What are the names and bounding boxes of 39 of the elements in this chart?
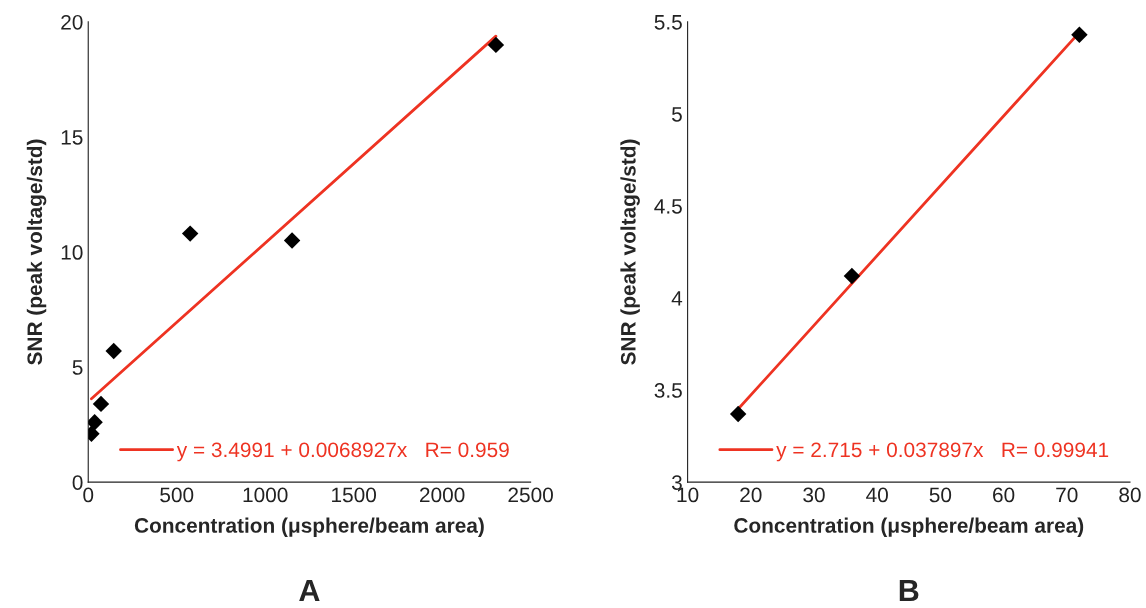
point xyxy=(283,232,301,249)
point xyxy=(729,405,747,423)
y-tick-label: 5 xyxy=(671,107,682,122)
y-axis-title: SNR (peak voltage/std) xyxy=(620,139,640,365)
y-tick-label: 0 xyxy=(72,475,83,490)
text: B xyxy=(899,579,919,601)
x-axis-title: Concentration (μsphere/beam area) xyxy=(134,517,484,537)
y-tick-label: 3.5 xyxy=(654,383,682,398)
y-tick-label: 20 xyxy=(61,14,83,30)
x-tick-label: 50 xyxy=(929,487,952,503)
y-tick-label: 5.5 xyxy=(654,15,682,30)
x-tick-label: 20 xyxy=(740,487,762,503)
text: A xyxy=(299,579,320,601)
x-tick-label: 2000 xyxy=(420,487,465,503)
point xyxy=(92,395,110,413)
x-tick-label: 1000 xyxy=(243,487,288,503)
x-tick-label: 0 xyxy=(83,487,94,503)
legend-label: y = 2.715 + 0.037897x R= 0.99941 xyxy=(776,442,1109,462)
x-tick-label: 500 xyxy=(160,487,194,503)
point xyxy=(105,342,122,360)
point xyxy=(1071,26,1088,43)
point xyxy=(843,267,861,285)
x-tick-label: 80 xyxy=(1119,487,1141,503)
x-tick-label: 2500 xyxy=(508,487,553,503)
x-axis-title: Concentration (μsphere/beam area) xyxy=(734,517,1084,537)
legend-label: y = 3.4991 + 0.0068927x R= 0.959 xyxy=(176,442,509,462)
x-tick-label: 1500 xyxy=(332,487,377,503)
point xyxy=(487,36,505,54)
x-tick-label: 60 xyxy=(993,487,1015,503)
y-tick-label: 15 xyxy=(61,130,83,145)
y-axis-title: SNR (peak voltage/std) xyxy=(26,139,47,365)
y-tick-label: 5 xyxy=(72,360,83,375)
x-tick-label: 30 xyxy=(803,487,825,503)
y-tick-label: 4 xyxy=(671,291,683,306)
point xyxy=(181,225,199,242)
y-tick-label: 4.5 xyxy=(654,199,682,214)
y-tick-label: 10 xyxy=(61,245,83,260)
x-tick-label: 70 xyxy=(1056,487,1078,503)
x-tick-label: 40 xyxy=(866,487,888,503)
